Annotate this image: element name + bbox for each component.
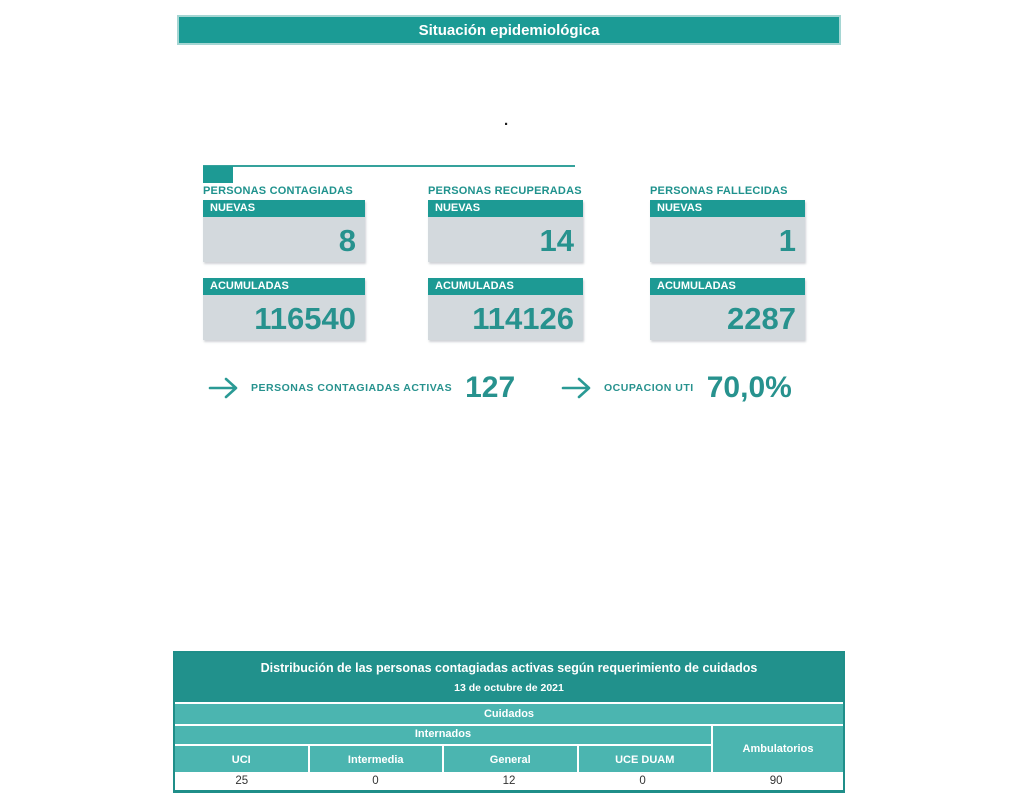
nuevas-value: 1 [778, 223, 796, 258]
value-general: 12 [502, 775, 516, 787]
stat-column-recuperadas: PERSONAS RECUPERADAS NUEVAS 14 ACUMULADA… [428, 185, 583, 340]
arrow-right-icon [208, 374, 240, 402]
column-header-general: General [442, 746, 577, 772]
nuevas-value: 8 [338, 223, 356, 258]
nuevas-card-header: NUEVAS [650, 200, 805, 217]
acumuladas-card-body: 114126 [428, 295, 583, 340]
acumuladas-card: ACUMULADAS 2287 [650, 278, 805, 340]
nuevas-card-header: NUEVAS [203, 200, 365, 217]
arrow-right-icon [561, 374, 593, 402]
stray-period-text: . [504, 112, 509, 129]
stat-column-fallecidas: PERSONAS FALLECIDAS NUEVAS 1 ACUMULADAS … [650, 185, 805, 340]
stat-column-label: PERSONAS RECUPERADAS [428, 185, 582, 197]
column-header-uci: UCI [231, 754, 251, 766]
value-uci: 25 [235, 775, 249, 787]
table-group-header-cuidados: Cuidados [175, 702, 843, 724]
stat-column-contagiadas: PERSONAS CONTAGIADAS NUEVAS 8 ACUMULADAS… [203, 185, 365, 340]
nuevas-card-body: 8 [203, 217, 365, 262]
section-rule [203, 165, 575, 167]
acumuladas-card-header: ACUMULADAS [650, 278, 805, 295]
table-subheader-band: Internados UCI Intermedia General UCE DU… [175, 724, 843, 772]
nuevas-card-body: 14 [428, 217, 583, 262]
nuevas-card-body: 1 [650, 217, 805, 262]
section-tab-marker [203, 166, 233, 183]
column-header-uce-duam: UCE DUAM [576, 746, 712, 772]
value-intermedia: 0 [372, 775, 379, 787]
table-values-row: 25 0 12 0 90 [175, 772, 843, 790]
nuevas-value: 14 [539, 223, 574, 258]
indicator-value: 127 [465, 371, 516, 404]
acumuladas-card-body: 116540 [203, 295, 365, 340]
care-distribution-table: Distribución de las personas contagiadas… [173, 651, 845, 793]
acumuladas-card: ACUMULADAS 116540 [203, 278, 365, 340]
indicator-ocupacion-uti: OCUPACION UTI 70,0% [561, 371, 792, 405]
acumuladas-value: 2287 [727, 301, 796, 336]
acumuladas-card-body: 2287 [650, 295, 805, 340]
nuevas-card: NUEVAS 8 [203, 200, 365, 262]
stat-column-label: PERSONAS CONTAGIADAS [203, 185, 353, 197]
acumuladas-value: 116540 [254, 301, 356, 336]
indicator-value: 70,0% [706, 371, 792, 404]
column-header-ambulatorios: Ambulatorios [711, 726, 843, 772]
indicator-activas: PERSONAS CONTAGIADAS ACTIVAS 127 [208, 371, 515, 405]
stat-column-label: PERSONAS FALLECIDAS [650, 185, 788, 197]
page-title: Situación epidemiológica [418, 21, 600, 39]
page-title-bar: Situación epidemiológica [177, 15, 841, 45]
table-column-headers: UCI Intermedia General UCE DUAM [175, 744, 711, 772]
internados-section: Internados UCI Intermedia General UCE DU… [175, 726, 711, 772]
indicator-label: PERSONAS CONTAGIADAS ACTIVAS [251, 382, 453, 394]
acumuladas-card-header: ACUMULADAS [428, 278, 583, 295]
indicator-label: OCUPACION UTI [604, 382, 694, 394]
acumuladas-card: ACUMULADAS 114126 [428, 278, 583, 340]
nuevas-card-header: NUEVAS [428, 200, 583, 217]
value-uce-duam: 0 [639, 775, 646, 787]
table-subgroup-header-internados: Internados [414, 728, 472, 740]
nuevas-card: NUEVAS 14 [428, 200, 583, 262]
acumuladas-value: 114126 [472, 301, 574, 336]
table-title: Distribución de las personas contagiadas… [175, 653, 843, 680]
table-date: 13 de octubre de 2021 [175, 680, 843, 702]
column-header-intermedia: Intermedia [307, 746, 443, 772]
acumuladas-card-header: ACUMULADAS [203, 278, 365, 295]
value-ambulatorios: 90 [769, 775, 783, 787]
nuevas-card: NUEVAS 1 [650, 200, 805, 262]
